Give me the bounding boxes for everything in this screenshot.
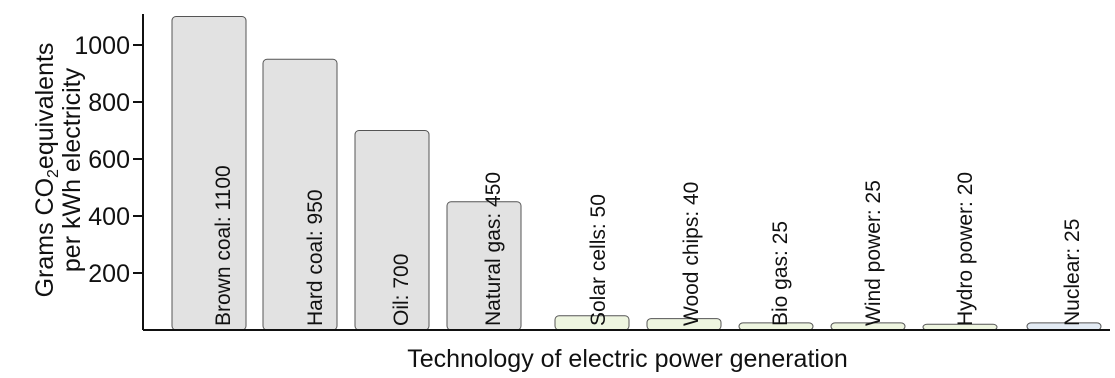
y-tick-label: 800 bbox=[88, 89, 130, 117]
y-axis-title-line2: per kWh electricity bbox=[58, 67, 86, 273]
x-axis-title: Technology of electric power generation bbox=[407, 345, 848, 373]
bar-label-hydro-power: Hydro power: 20 bbox=[954, 172, 977, 326]
bar-label-wood-chips: Wood chips: 40 bbox=[680, 182, 703, 326]
bar-label-hard-coal: Hard coal: 950 bbox=[304, 189, 327, 326]
bar-label-natural-gas: Natural gas: 450 bbox=[482, 172, 505, 326]
bar-label-wind-power: Wind power: 25 bbox=[862, 180, 885, 326]
y-axis-title-part: equivalents bbox=[31, 42, 59, 170]
bar-label-oil: Oil: 700 bbox=[390, 254, 413, 326]
y-tick-label: 200 bbox=[88, 260, 130, 288]
bars-group bbox=[171, 16, 1102, 331]
bar-label-bio-gas: Bio gas: 25 bbox=[769, 221, 792, 326]
y-tick-label: 1000 bbox=[74, 32, 130, 60]
bar-label-nuclear: Nuclear: 25 bbox=[1061, 219, 1084, 326]
y-axis-title: Grams CO2equivalents per kWh electricity bbox=[3, 20, 115, 320]
bar-label-solar-cells: Solar cells: 50 bbox=[587, 194, 610, 326]
bar-labels-group: Brown coal: 1100 Hard coal: 950 Oil: 700 Na… bbox=[212, 165, 1084, 326]
y-tick-label: 400 bbox=[88, 203, 130, 231]
y-tick-label: 600 bbox=[88, 146, 130, 174]
y-axis-title-part: Grams CO bbox=[31, 177, 59, 298]
y-axis: 200 400 600 800 1000 bbox=[74, 14, 144, 330]
bar-label-brown-coal: Brown coal: 1100 bbox=[212, 165, 235, 326]
